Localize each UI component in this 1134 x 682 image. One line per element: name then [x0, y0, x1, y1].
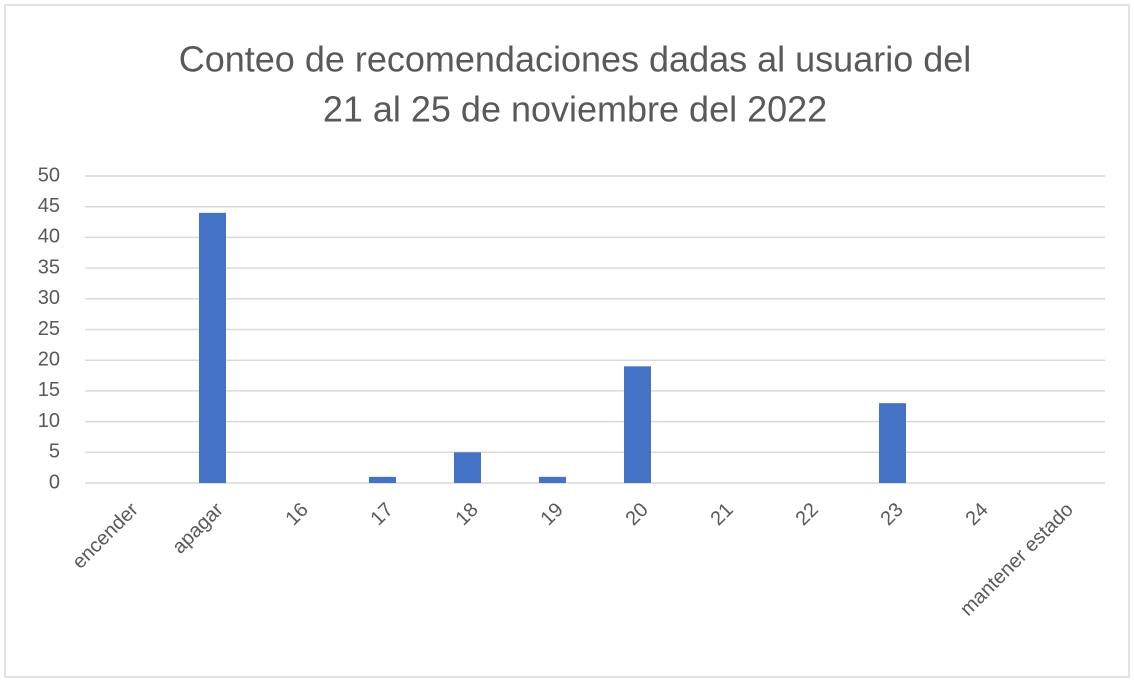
bar [454, 452, 481, 483]
bar [624, 366, 651, 483]
chart-title: Conteo de recomendaciones dadas al usuar… [179, 39, 972, 80]
y-tick-label: 15 [38, 379, 60, 401]
y-tick-label: 45 [38, 195, 60, 217]
chart-title: 21 al 25 de noviembre del 2022 [323, 89, 827, 130]
y-tick-label: 10 [38, 410, 60, 432]
y-tick-label: 30 [38, 287, 60, 309]
y-tick-label: 50 [38, 164, 60, 186]
y-tick-label: 20 [38, 348, 60, 370]
y-tick-label: 5 [49, 441, 60, 463]
y-tick-label: 40 [38, 226, 60, 248]
bar [539, 476, 566, 483]
bar [199, 212, 226, 483]
bar [369, 476, 396, 483]
y-tick-label: 0 [49, 471, 60, 493]
chart-border [4, 4, 1130, 678]
y-tick-label: 25 [38, 318, 60, 340]
bar [879, 403, 906, 483]
y-tick-label: 35 [38, 256, 60, 278]
